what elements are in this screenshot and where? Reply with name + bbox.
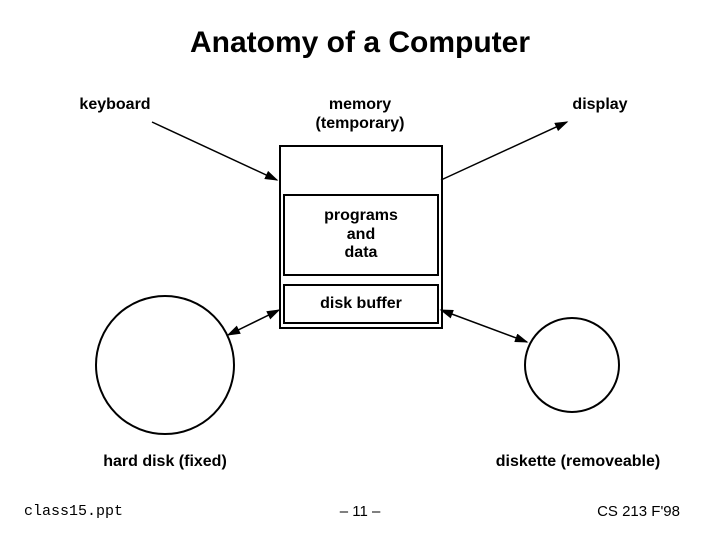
hard-disk-text: hard disk (fixed) — [103, 453, 227, 470]
memory-label: memory (temporary) — [300, 95, 420, 133]
diskette-circle — [524, 317, 620, 413]
hard-disk-circle — [95, 295, 235, 435]
programs-text: programs and data — [324, 207, 398, 262]
slide: Anatomy of a Computer keyboard memory (t… — [0, 0, 720, 540]
diskette-text: diskette (removeable) — [496, 453, 661, 470]
arrow-buffer-diskette — [441, 310, 527, 342]
keyboard-text: keyboard — [79, 96, 150, 113]
programs-box: programs and data — [283, 194, 439, 276]
footer-course: CS 213 F'98 — [597, 503, 680, 520]
programs-line1: programs — [324, 207, 398, 224]
arrow-keyboard-programs — [152, 122, 277, 180]
memory-line1: memory — [329, 96, 391, 113]
programs-line2: and — [347, 226, 375, 243]
arrow-programs-display — [441, 122, 567, 180]
hard-disk-label: hard disk (fixed) — [80, 452, 250, 471]
slide-title: Anatomy of a Computer — [0, 26, 720, 60]
disk-buffer-box: disk buffer — [283, 284, 439, 324]
disk-buffer-text: disk buffer — [320, 295, 402, 313]
programs-line3: data — [345, 244, 378, 261]
arrow-harddisk-buffer — [228, 310, 279, 335]
memory-line2: (temporary) — [316, 115, 405, 132]
keyboard-label: keyboard — [70, 95, 160, 114]
display-text: display — [572, 96, 627, 113]
display-label: display — [560, 95, 640, 114]
diskette-label: diskette (removeable) — [478, 452, 678, 471]
